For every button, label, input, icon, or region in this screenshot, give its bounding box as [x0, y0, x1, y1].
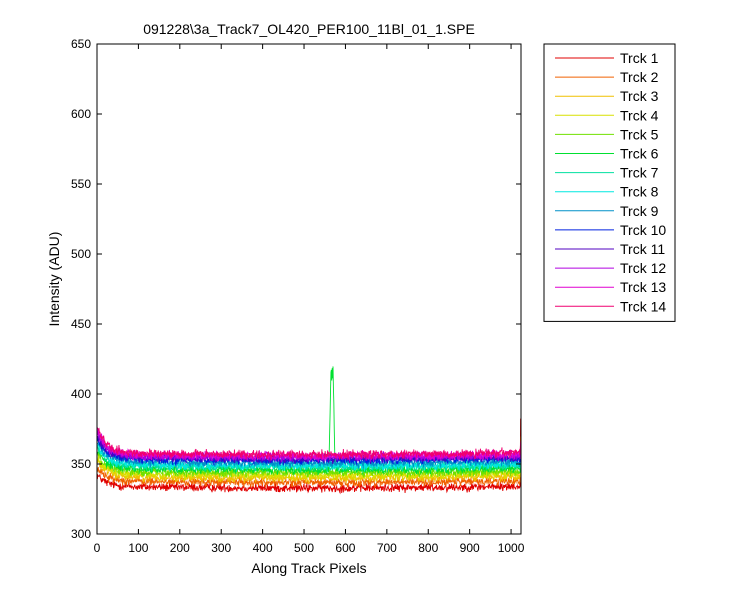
x-tick-label: 600 — [335, 541, 355, 555]
x-tick-label: 1000 — [498, 541, 525, 555]
legend: Trck 1 Trck 2 Trck 3 Trck 4 Trck 5 Trck 6 Trck… — [543, 43, 676, 322]
x-axis-label: Along Track Pixels — [251, 560, 366, 576]
legend-label-6: Trck 6 — [620, 146, 659, 162]
y-tick-label: 600 — [71, 107, 91, 121]
legend-label-12: Trck 12 — [620, 260, 666, 276]
series-line-1 — [97, 418, 521, 495]
y-tick-label: 450 — [71, 317, 91, 331]
y-tick-label: 300 — [71, 527, 91, 541]
x-tick-label: 200 — [170, 541, 190, 555]
legend-label-4: Trck 4 — [620, 107, 659, 123]
legend-label-14: Trck 14 — [620, 298, 666, 314]
series-lines — [97, 366, 521, 495]
y-tick-label: 500 — [71, 247, 91, 261]
legend-label-13: Trck 13 — [620, 279, 666, 295]
y-tick-label: 550 — [71, 177, 91, 191]
x-tick-label: 0 — [94, 541, 101, 555]
y-tick-label: 350 — [71, 457, 91, 471]
axes-frame — [96, 43, 522, 535]
legend-label-11: Trck 11 — [620, 241, 665, 257]
y-tick-label: 400 — [71, 387, 91, 401]
chart-title: 091228\3a_Track7_OL420_PER100_11Bl_01_1.… — [143, 21, 475, 37]
y-axis-label: Intensity (ADU) — [46, 232, 62, 327]
legend-label-9: Trck 9 — [620, 203, 659, 219]
series-line-8 — [97, 441, 521, 472]
series-line-5 — [97, 449, 521, 478]
x-tick-label: 700 — [377, 541, 397, 555]
legend-label-10: Trck 10 — [620, 222, 666, 238]
y-tick-label: 650 — [71, 37, 91, 51]
series-line-14 — [97, 427, 521, 461]
legend-label-5: Trck 5 — [620, 126, 659, 142]
legend-box — [543, 43, 676, 322]
x-tick-label: 900 — [460, 541, 480, 555]
x-tick-label: 500 — [294, 541, 314, 555]
legend-label-2: Trck 2 — [620, 69, 659, 85]
legend-label-3: Trck 3 — [620, 88, 659, 104]
plot-area: 0 100 200 300 400 500 600 700 800 900 1000 300 350 40… — [71, 37, 525, 555]
legend-label-8: Trck 8 — [620, 184, 659, 200]
legend-label-1: Trck 1 — [620, 50, 659, 66]
x-tick-label: 400 — [253, 541, 273, 555]
legend-label-7: Trck 7 — [620, 165, 659, 181]
x-tick-label: 300 — [211, 541, 231, 555]
x-tick-label: 800 — [418, 541, 438, 555]
x-tick-label: 100 — [128, 541, 148, 555]
